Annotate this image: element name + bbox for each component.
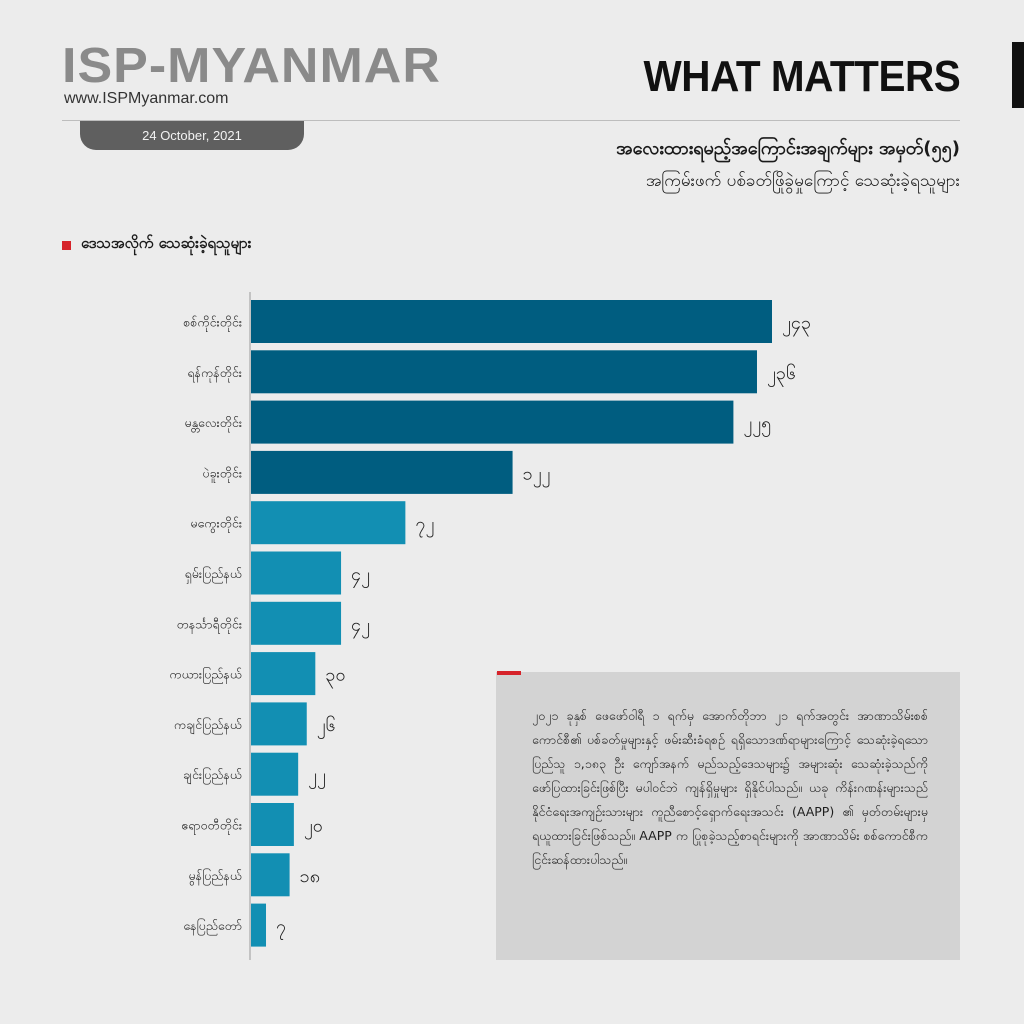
header-divider	[62, 120, 960, 121]
subheadline: အကြမ်းဖက် ပစ်ခတ်ဖြိုခွဲမှုကြောင့် သေဆုံး…	[645, 171, 960, 191]
date-badge: 24 October, 2021	[80, 121, 304, 150]
corner-accent-bar	[1012, 42, 1024, 108]
bar-2	[251, 400, 734, 444]
category-label-6: တနင်္သာရီတိုင်း	[177, 616, 242, 634]
chart-title-marker	[62, 240, 71, 250]
category-label-7: ကယားပြည်နယ်	[169, 666, 242, 685]
category-label-8: ကချင်ပြည်နယ်	[174, 716, 242, 735]
value-label-10: ၂၀	[304, 816, 323, 840]
category-label-10: ဧရာဝတီတိုင်း	[181, 818, 242, 836]
category-label-3: ပဲခူးတိုင်း	[202, 465, 242, 483]
value-label-1: ၂၃၆	[767, 363, 796, 387]
brand-title: ISP-MYANMAR	[62, 38, 441, 94]
bar-12	[251, 903, 267, 947]
bar-8	[251, 702, 307, 746]
section-title: WHAT MATTERS	[643, 52, 960, 101]
value-label-0: ၂၄၃	[782, 313, 811, 337]
bar-0	[251, 300, 772, 343]
chart-title-row: ဒေသအလိုက် သေဆုံးခဲ့ရသူများ	[62, 234, 251, 256]
value-label-9: ၂၂	[308, 765, 326, 789]
note-accent	[497, 671, 521, 675]
value-label-12: ၇	[276, 916, 286, 940]
bar-9	[251, 752, 299, 796]
category-label-0: စစ်ကိုင်းတိုင်း	[183, 315, 242, 333]
category-label-1: ရန်ကုန်တိုင်း	[187, 365, 242, 383]
value-label-2: ၂၂၅	[743, 413, 771, 437]
value-label-7: ၃၀	[325, 665, 345, 689]
value-label-3: ၁၂၂	[523, 463, 551, 487]
category-label-4: မကွေးတိုင်း	[190, 516, 242, 534]
value-label-5: ၄၂	[351, 564, 370, 588]
chart-title: ဒေသအလိုက် သေဆုံးခဲ့ရသူများ	[81, 234, 252, 252]
category-label-12: နေပြည်တော်	[183, 917, 242, 936]
category-label-9: ချင်းပြည်နယ်	[183, 766, 242, 785]
bar-3	[251, 450, 513, 494]
note-box	[496, 672, 960, 960]
note-text: ၂၀၂၁ ခုနှစ် ဖေဖော်ဝါရီ ၁ ရက်မှ အောက်တိုဘ…	[532, 708, 928, 867]
bar-11	[251, 853, 290, 897]
bar-10	[251, 803, 294, 846]
value-label-4: ၇၂	[415, 514, 434, 538]
bar-7	[251, 652, 316, 696]
headline: အလေးထားရမည့်အကြောင်းအချက်များ အမှတ်(၅၅)	[616, 138, 960, 159]
category-label-2: မန္တလေးတိုင်း	[184, 415, 242, 433]
bar-4	[251, 501, 406, 545]
category-label-5: ရှမ်းပြည်နယ်	[185, 565, 243, 584]
bar-5	[251, 551, 342, 595]
bar-1	[251, 350, 757, 394]
category-label-11: မွန်ပြည်နယ်	[188, 867, 242, 886]
value-label-8: ၂၆	[317, 715, 336, 739]
value-label-11: ၁၈	[300, 866, 320, 887]
bar-6	[251, 601, 342, 645]
value-label-6: ၄၂	[351, 614, 370, 638]
brand-url[interactable]: www.ISPMyanmar.com	[64, 90, 229, 107]
